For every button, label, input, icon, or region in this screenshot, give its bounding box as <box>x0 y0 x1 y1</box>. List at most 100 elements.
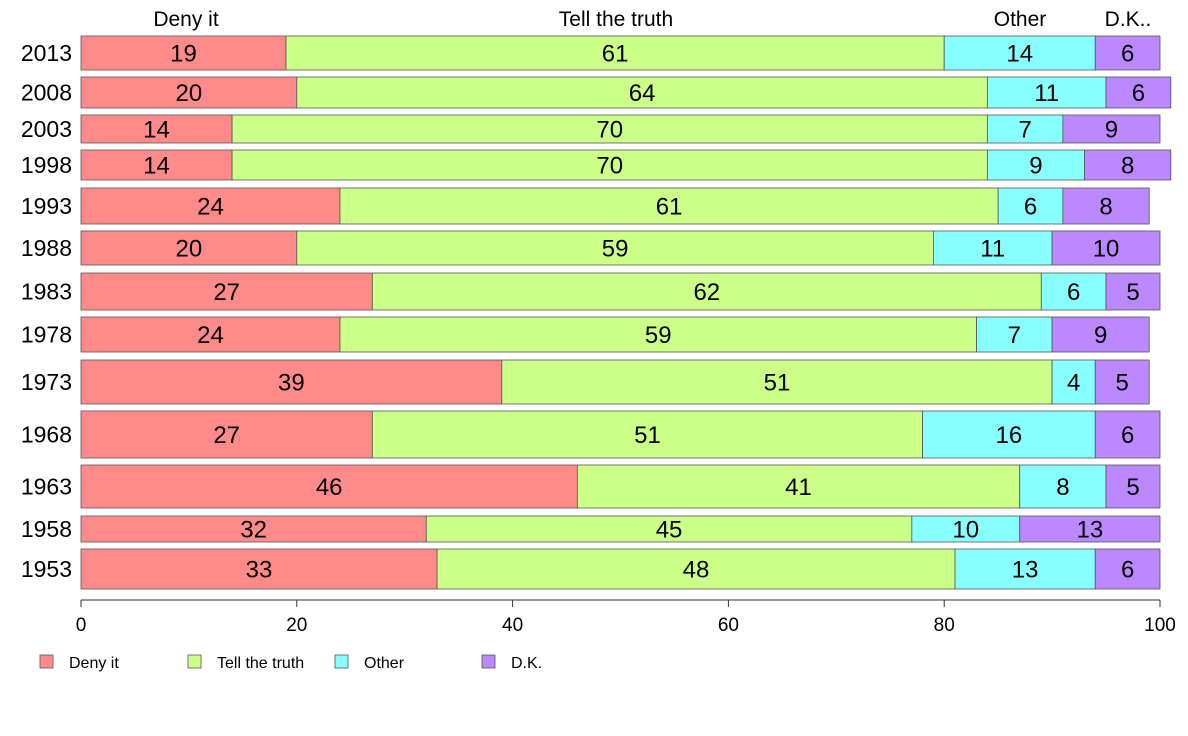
value-label-d-k-1988: 10 <box>1093 236 1120 263</box>
year-label-1973: 1973 <box>21 369 72 395</box>
value-label-d-k-1968: 6 <box>1121 422 1134 449</box>
value-label-other-1998: 9 <box>1029 153 1042 180</box>
value-label-tell-the-truth-2003: 70 <box>596 117 623 144</box>
bar-deny-it-1958 <box>80 515 427 543</box>
legend-swatch-other <box>334 654 349 669</box>
bar-d-k-1983 <box>1105 272 1161 311</box>
column-headers: Deny it Tell the truth Other D.K.. <box>153 8 1151 31</box>
bar-tell-the-truth-1968 <box>371 410 924 459</box>
legend-swatch-d-k <box>481 654 496 669</box>
x-tick-label-0: 0 <box>76 615 87 636</box>
value-label-d-k-1958: 13 <box>1077 517 1104 544</box>
x-tick-label-60: 60 <box>718 615 739 636</box>
legend-label-d-k: D.K. <box>511 655 542 672</box>
bar-d-k-1958 <box>1019 515 1161 543</box>
value-label-other-2008: 11 <box>1034 80 1059 107</box>
bar-other-1978 <box>976 316 1053 353</box>
bar-other-1963 <box>1019 464 1107 509</box>
value-label-deny-it-2008: 20 <box>176 80 203 107</box>
bar-d-k-1978 <box>1051 316 1150 353</box>
value-label-other-2013: 14 <box>1006 41 1033 68</box>
x-tick-label-40: 40 <box>502 615 523 636</box>
value-label-d-k-2008: 6 <box>1132 80 1145 107</box>
year-label-1978: 1978 <box>21 322 72 348</box>
bar-other-1983 <box>1040 272 1107 311</box>
value-label-tell-the-truth-1993: 61 <box>656 194 683 221</box>
value-label-tell-the-truth-1983: 62 <box>693 279 720 306</box>
value-label-deny-it-1973: 39 <box>278 370 305 397</box>
value-label-tell-the-truth-1958: 45 <box>656 517 683 544</box>
value-label-other-1988: 11 <box>980 236 1005 263</box>
value-label-d-k-1973: 5 <box>1116 370 1129 397</box>
year-label-2013: 2013 <box>21 40 72 66</box>
bar-tell-the-truth-1998 <box>231 149 988 181</box>
legend-label-deny-it: Deny it <box>69 655 119 672</box>
legend-label-other: Other <box>364 655 405 672</box>
column-header-d-k: D.K.. <box>1105 8 1152 31</box>
value-label-deny-it-2013: 19 <box>170 41 197 68</box>
value-label-other-1983: 6 <box>1067 279 1080 306</box>
value-label-deny-it-1983: 27 <box>213 279 240 306</box>
bar-other-1953 <box>954 548 1096 590</box>
year-label-1998: 1998 <box>21 152 72 178</box>
value-label-d-k-1953: 6 <box>1121 557 1134 584</box>
year-label-2008: 2008 <box>21 80 72 106</box>
value-label-other-2003: 7 <box>1018 117 1031 144</box>
x-tick-label-80: 80 <box>934 615 955 636</box>
bar-other-1973 <box>1051 359 1096 405</box>
bar-deny-it-2013 <box>80 35 287 71</box>
value-label-other-1968: 16 <box>996 422 1023 449</box>
value-label-deny-it-1993: 24 <box>197 194 224 221</box>
value-label-d-k-2013: 6 <box>1121 41 1134 68</box>
bar-tell-the-truth-1988 <box>296 230 934 266</box>
value-label-deny-it-1978: 24 <box>197 322 224 349</box>
legend: Deny it Tell the truth Other D.K. <box>39 654 542 672</box>
bar-tell-the-truth-2003 <box>231 114 988 144</box>
value-label-deny-it-1963: 46 <box>316 474 343 501</box>
year-label-1963: 1963 <box>21 474 72 500</box>
value-label-d-k-1983: 5 <box>1126 279 1139 306</box>
value-label-other-1993: 6 <box>1024 194 1037 221</box>
year-label-1958: 1958 <box>21 516 72 542</box>
value-label-other-1973: 4 <box>1067 370 1080 397</box>
value-label-deny-it-1953: 33 <box>246 557 273 584</box>
value-label-tell-the-truth-1953: 48 <box>683 557 710 584</box>
bar-d-k-1988 <box>1051 230 1161 266</box>
bar-tell-the-truth-1963 <box>576 464 1021 509</box>
bar-d-k-1993 <box>1062 187 1150 225</box>
value-label-other-1953: 13 <box>1012 557 1039 584</box>
value-label-d-k-1993: 8 <box>1099 194 1112 221</box>
bar-d-k-1953 <box>1094 548 1161 590</box>
value-label-d-k-1978: 9 <box>1094 322 1107 349</box>
value-label-deny-it-1968: 27 <box>213 422 240 449</box>
value-label-tell-the-truth-1988: 59 <box>602 236 629 263</box>
bar-deny-it-2008 <box>80 76 298 109</box>
bar-deny-it-1983 <box>80 272 373 311</box>
bar-tell-the-truth-1973 <box>501 359 1053 405</box>
value-label-deny-it-1958: 32 <box>240 517 267 544</box>
bar-other-1993 <box>997 187 1064 225</box>
value-label-d-k-1998: 8 <box>1121 153 1134 180</box>
value-label-other-1978: 7 <box>1008 322 1021 349</box>
bar-d-k-1963 <box>1105 464 1161 509</box>
bar-d-k-1973 <box>1094 359 1150 405</box>
value-label-other-1958: 10 <box>952 517 979 544</box>
bar-tell-the-truth-1953 <box>436 548 956 590</box>
column-header-other: Other <box>994 8 1047 31</box>
value-label-d-k-1963: 5 <box>1126 474 1139 501</box>
bar-d-k-2003 <box>1062 114 1161 144</box>
column-header-tell-the-truth: Tell the truth <box>559 8 673 31</box>
value-label-tell-the-truth-1963: 41 <box>785 474 812 501</box>
bar-deny-it-1988 <box>80 230 298 266</box>
value-label-tell-the-truth-1968: 51 <box>634 422 661 449</box>
value-label-deny-it-1998: 14 <box>143 153 170 180</box>
legend-swatch-tell-the-truth <box>187 654 202 669</box>
bar-d-k-2013 <box>1094 35 1161 71</box>
year-label-1983: 1983 <box>21 279 72 305</box>
bar-other-2013 <box>943 35 1096 71</box>
bar-deny-it-1998 <box>80 149 233 181</box>
bar-deny-it-2003 <box>80 114 233 144</box>
value-label-tell-the-truth-1998: 70 <box>596 153 623 180</box>
bar-other-1988 <box>933 230 1053 266</box>
bar-d-k-1968 <box>1094 410 1161 459</box>
